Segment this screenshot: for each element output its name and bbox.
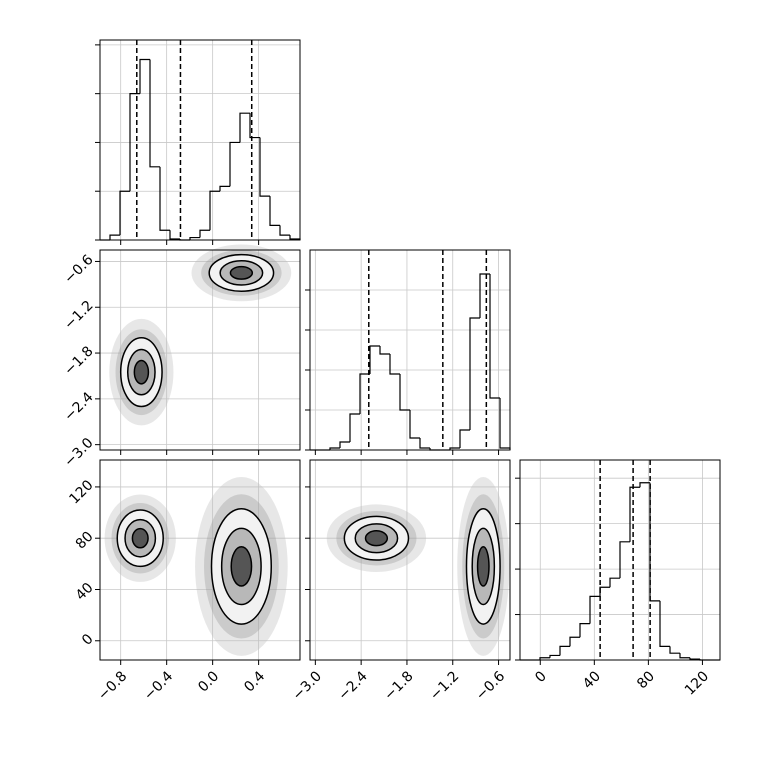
histogram-bin <box>539 657 550 660</box>
histogram-bin <box>569 636 580 647</box>
histogram-bin <box>459 429 470 448</box>
histogram-bin <box>199 229 210 238</box>
x-tick-label: −0.6 <box>473 668 508 703</box>
histogram-bin <box>139 58 150 94</box>
x-tick-label: −1.2 <box>427 668 462 703</box>
panel-frame <box>309 459 511 661</box>
panel-frame <box>519 459 721 661</box>
panel-frame <box>99 459 301 661</box>
histogram-bin <box>679 653 690 659</box>
histogram-bin <box>399 374 410 411</box>
histogram-bin <box>159 166 170 231</box>
contour-level <box>364 530 389 547</box>
histogram-bin <box>669 646 680 654</box>
contour-level <box>229 265 254 280</box>
histogram-bin <box>349 413 360 442</box>
histogram-bin <box>279 225 290 236</box>
histogram-bin <box>109 234 120 240</box>
histogram-bin <box>579 623 590 638</box>
histogram-bin <box>409 410 420 439</box>
histogram-bin <box>389 354 400 375</box>
histogram-bin <box>609 577 620 588</box>
panel-frame <box>309 249 511 451</box>
histogram-bin <box>249 113 260 139</box>
histogram-bin <box>339 441 350 448</box>
histogram-bin <box>629 486 640 542</box>
panel-frame <box>99 39 301 241</box>
y-tick-label: −0.6 <box>61 252 96 287</box>
x-tick-label: −0.4 <box>141 668 176 703</box>
y-tick-label: 120 <box>66 477 96 507</box>
y-tick-label: 80 <box>73 529 97 553</box>
histogram-bin <box>639 482 650 488</box>
histogram-bin <box>129 93 140 192</box>
x-tick-label: −2.4 <box>335 668 370 703</box>
x-tick-label: 40 <box>580 668 604 692</box>
x-tick-label: 0 <box>532 668 550 686</box>
histogram-bin <box>659 600 670 647</box>
panel-background <box>100 40 300 240</box>
histogram-bin <box>189 236 200 240</box>
histogram-bin <box>229 141 240 187</box>
histogram-bin <box>369 345 380 374</box>
panel-frame <box>99 249 301 451</box>
y-tick-label: −1.2 <box>61 298 96 333</box>
histogram-bin <box>379 346 390 355</box>
histogram-bin <box>599 586 610 597</box>
y-tick-label: −2.4 <box>61 389 96 424</box>
histogram-bin <box>329 447 340 450</box>
contour-level <box>131 527 149 549</box>
x-tick-label: −1.8 <box>381 668 416 703</box>
x-tick-label: −3.0 <box>290 668 325 703</box>
y-tick-label: −1.8 <box>61 343 96 378</box>
histogram-bin <box>489 274 500 399</box>
x-tick-label: 0.0 <box>195 668 222 695</box>
x-tick-label: 120 <box>682 668 712 698</box>
histogram-bin <box>269 196 280 226</box>
x-tick-label: 0.4 <box>241 668 268 695</box>
contour-level <box>133 359 150 385</box>
histogram-bin <box>469 317 480 430</box>
histogram-bin <box>149 59 160 168</box>
histogram-bin <box>419 438 430 449</box>
histogram-bin <box>169 230 180 240</box>
x-tick-label: 80 <box>634 668 658 692</box>
histogram-bin <box>119 190 130 236</box>
histogram-bin <box>449 447 460 450</box>
histogram-bin <box>589 595 600 624</box>
histogram-bin <box>619 541 630 579</box>
contour-level <box>230 546 253 587</box>
histogram-bin <box>359 373 370 414</box>
histogram-bin <box>559 645 570 656</box>
y-tick-label: −3.0 <box>61 435 96 470</box>
y-tick-label: 0 <box>79 631 97 649</box>
y-tick-label: 40 <box>73 580 97 604</box>
histogram-bin <box>219 185 230 192</box>
histogram-bin <box>209 190 220 231</box>
x-tick-label: −0.8 <box>95 668 130 703</box>
contour-level <box>476 546 490 587</box>
histogram-bin <box>549 654 560 658</box>
histogram-bin <box>689 657 700 660</box>
histogram-bin <box>239 112 250 143</box>
histogram-bin <box>259 137 270 197</box>
